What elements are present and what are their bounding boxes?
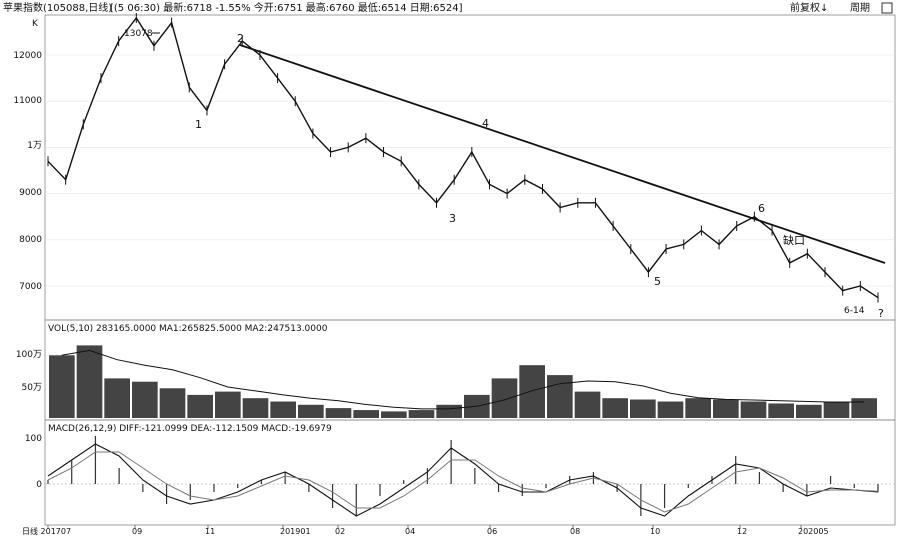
volume-bar <box>657 401 684 418</box>
macd-diff-line <box>47 443 879 517</box>
downtrend-line <box>239 44 886 264</box>
date-tick-label: 08 <box>570 527 580 536</box>
wave-label-1: 1 <box>195 118 202 131</box>
price-tick-label: 9000 <box>19 188 42 198</box>
price-tick-label: 12000 <box>13 51 42 61</box>
macd-header: MACD(26,12,9) DIFF:-121.0999 DEA:-112.15… <box>48 424 332 434</box>
macd-panel-frame <box>44 419 896 526</box>
volume-bars <box>49 345 877 418</box>
price-tick-label: 1万 <box>27 141 42 151</box>
volume-bar <box>325 408 352 418</box>
wave-label-6: 6 <box>758 202 765 215</box>
volume-bar <box>215 391 241 418</box>
volume-bar <box>851 398 877 418</box>
volume-ma-line <box>61 349 865 410</box>
date-tick-label: 06 <box>487 527 497 536</box>
volume-bar <box>159 388 186 418</box>
adjust-button[interactable]: 前复权↓ <box>790 1 828 14</box>
volume-bar <box>519 365 545 418</box>
period-button[interactable]: 周期 <box>850 2 870 14</box>
volume-bar <box>408 410 435 418</box>
date-tick-label: 201901 <box>280 527 311 536</box>
volume-bar <box>740 401 767 418</box>
volume-bar <box>491 378 518 418</box>
wave-label-5: 5 <box>654 275 661 288</box>
volume-bar <box>104 378 130 418</box>
price-line <box>47 16 879 299</box>
date-tick-label: 11 <box>205 527 215 536</box>
wave-label-4: 4 <box>482 117 489 130</box>
macd-tick-label: 100 <box>25 434 42 444</box>
date-callout-label: 6-14 <box>844 306 865 316</box>
volume-tick-label: 100万 <box>16 350 42 360</box>
macd-lines <box>47 443 879 517</box>
volume-bar <box>574 391 601 418</box>
wave-label-2: 2 <box>237 32 244 45</box>
volume-bar <box>768 403 794 418</box>
wave-label-question: ? <box>878 307 884 320</box>
volume-header: VOL(5,10) 283165.0000 MA1:265825.5000 MA… <box>48 324 328 334</box>
volume-bar <box>685 398 711 418</box>
volume-bar <box>713 399 739 418</box>
macd-bars <box>47 436 879 516</box>
price-tick-label: 11000 <box>13 96 42 106</box>
volume-tick-label: 50万 <box>22 383 42 393</box>
date-tick-label: 日线 201707 <box>22 526 71 536</box>
volume-bar <box>630 399 656 418</box>
date-tick-label: 04 <box>405 527 415 536</box>
volume-bar <box>547 375 573 418</box>
date-tick-label: 202005 <box>798 527 829 536</box>
volume-bar <box>242 398 269 418</box>
volume-bar <box>49 355 75 418</box>
chart-title: 苹果指数(105088,日线) <box>3 1 112 14</box>
date-tick-label: 12 <box>737 527 747 536</box>
date-tick-label: 10 <box>650 527 660 536</box>
price-axis-unit: K <box>32 19 39 29</box>
gap-label: 缺口 <box>783 233 805 247</box>
volume-bar <box>381 411 407 418</box>
volume-bar <box>796 404 822 418</box>
volume-bar <box>187 394 213 418</box>
peak-price-label: 13078 <box>124 29 153 39</box>
volume-bar <box>602 398 628 418</box>
window-restore-icon[interactable] <box>881 2 893 14</box>
volume-bar <box>823 401 850 418</box>
volume-bar <box>353 410 379 418</box>
macd-dea-line <box>47 451 879 513</box>
volume-bar <box>436 404 462 418</box>
wave-label-3: 3 <box>449 212 456 225</box>
date-tick-label: 09 <box>132 527 142 536</box>
price-tick-label: 8000 <box>19 235 42 245</box>
date-axis: 日线 201707 09 11 201901 02 04 06 08 10 12 202005 <box>22 525 829 536</box>
date-tick-label: 02 <box>335 527 345 536</box>
price-grid <box>45 54 895 287</box>
volume-bar <box>76 345 103 418</box>
macd-tick-label: 0 <box>36 480 42 490</box>
volume-bar <box>132 381 158 418</box>
price-tick-label: 7000 <box>19 282 42 292</box>
volume-bar <box>298 404 324 418</box>
price-series <box>47 13 879 303</box>
volume-bar <box>270 401 296 418</box>
chart-header-stats: [(5 06:30) 最新:6718 -1.55% 今开:6751 最高:676… <box>110 1 463 14</box>
